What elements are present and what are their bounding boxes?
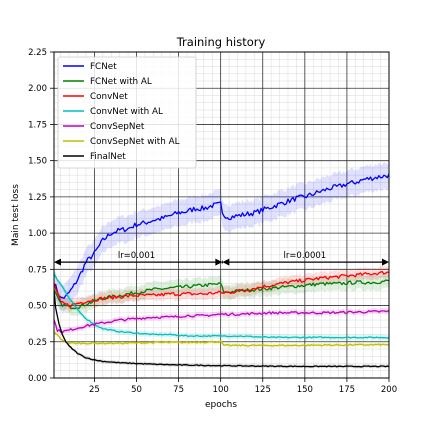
y-tick-label: 1.25 xyxy=(28,193,47,203)
x-axis-label: epochs xyxy=(205,400,237,410)
lr-arrowhead xyxy=(54,258,61,266)
series-lines xyxy=(54,173,389,368)
lr-annotation-label: lr=0.001 xyxy=(118,251,155,261)
y-axis-label: Main test loss xyxy=(11,184,21,246)
finalnet-line xyxy=(54,290,389,368)
x-tick-label: 200 xyxy=(381,385,397,395)
legend-label: FCNet xyxy=(90,62,117,72)
legend-label: ConvNet xyxy=(90,92,128,102)
convnet-band xyxy=(54,265,389,313)
x-tick-label: 50 xyxy=(131,385,142,395)
convsepnet-line xyxy=(54,310,389,334)
plot-area: lr=0.001 lr=0.0001 25 50 75 100 125 150 175 200 0.… xyxy=(28,48,397,395)
y-tick-label: 0.50 xyxy=(28,302,47,312)
lr-arrowhead xyxy=(222,258,230,266)
y-tick-label: 2.00 xyxy=(28,84,47,94)
legend-label: ConvSepNet with AL xyxy=(90,137,180,147)
y-tick-label: 0.75 xyxy=(28,265,47,275)
y-tick-label: 0.00 xyxy=(28,374,47,384)
convnet-line xyxy=(54,270,389,308)
x-tick-label: 25 xyxy=(89,385,100,395)
confidence-bands xyxy=(54,160,389,369)
convsepnet-with-al-band xyxy=(54,329,389,349)
convsepnet-band xyxy=(54,307,389,336)
legend-box xyxy=(57,56,197,169)
y-tick-label: 0.25 xyxy=(28,338,47,348)
lr-annotation-label: lr=0.0001 xyxy=(283,251,326,261)
legend-label: ConvNet with AL xyxy=(90,107,163,117)
y-tick-label: 2.25 xyxy=(28,48,47,58)
y-tick-label: 1.75 xyxy=(28,120,47,130)
convsepnet-with-al-line xyxy=(54,331,389,347)
y-tick-label: 1.00 xyxy=(28,229,47,239)
x-tick-label: 150 xyxy=(297,385,313,395)
legend-label: FinalNet xyxy=(90,152,126,162)
fcnet-with-al-band xyxy=(54,272,389,316)
x-tick-label: 125 xyxy=(255,385,271,395)
y-tick-label: 1.50 xyxy=(28,157,47,167)
plot-frame xyxy=(53,51,390,379)
chart-title: Training history xyxy=(176,35,266,49)
legend: FCNet FCNet with AL ConvNet ConvNet with AL… xyxy=(57,56,197,169)
x-tick-label: 100 xyxy=(213,385,229,395)
fcnet-line xyxy=(54,173,389,299)
convnet-with-al-line xyxy=(54,273,389,339)
legend-label: ConvSepNet xyxy=(90,122,145,132)
x-tick-label: 175 xyxy=(339,385,355,395)
fcnet-band xyxy=(54,160,389,312)
lr-arrowhead xyxy=(215,258,223,266)
x-tick-label: 75 xyxy=(173,385,184,395)
lr-arrowhead xyxy=(382,258,389,266)
legend-label: FCNet with AL xyxy=(90,77,152,87)
